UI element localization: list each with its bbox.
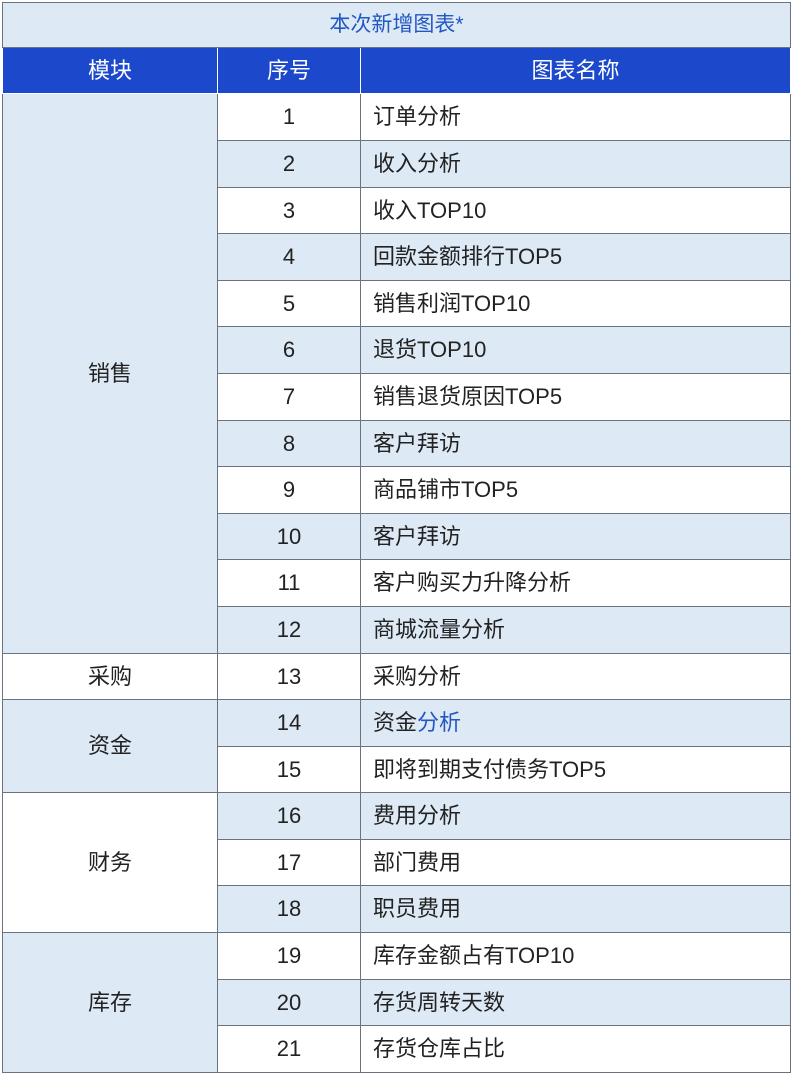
- table-row: 财务 16 费用分析: [3, 793, 791, 840]
- index-cell: 16: [218, 793, 361, 840]
- name-cell: 退货TOP10: [361, 327, 791, 374]
- table-title: 本次新增图表*: [3, 3, 791, 48]
- index-cell: 6: [218, 327, 361, 374]
- name-cell: 客户购买力升降分析: [361, 560, 791, 607]
- index-cell: 10: [218, 513, 361, 560]
- module-cell: 库存: [3, 933, 218, 1073]
- name-cell: 回款金额排行TOP5: [361, 234, 791, 281]
- name-cell: 商品铺市TOP5: [361, 467, 791, 514]
- index-cell: 19: [218, 933, 361, 980]
- module-cell: 销售: [3, 94, 218, 653]
- index-cell: 3: [218, 187, 361, 234]
- index-cell: 11: [218, 560, 361, 607]
- name-cell: 客户拜访: [361, 513, 791, 560]
- charts-table: 本次新增图表* 模块 序号 图表名称 销售 1 订单分析 2 收入分析 3 收入…: [2, 2, 791, 1073]
- index-cell: 17: [218, 839, 361, 886]
- name-cell: 采购分析: [361, 653, 791, 700]
- name-cell: 库存金额占有TOP10: [361, 933, 791, 980]
- name-cell: 客户拜访: [361, 420, 791, 467]
- name-cell: 职员费用: [361, 886, 791, 933]
- header-module: 模块: [3, 47, 218, 94]
- name-cell: 销售退货原因TOP5: [361, 373, 791, 420]
- header-index: 序号: [218, 47, 361, 94]
- name-cell: 存货仓库占比: [361, 1026, 791, 1073]
- name-cell: 销售利润TOP10: [361, 280, 791, 327]
- index-cell: 21: [218, 1026, 361, 1073]
- name-cell: 资金分析: [361, 700, 791, 747]
- index-cell: 7: [218, 373, 361, 420]
- index-cell: 12: [218, 606, 361, 653]
- index-cell: 13: [218, 653, 361, 700]
- index-cell: 9: [218, 467, 361, 514]
- index-cell: 5: [218, 280, 361, 327]
- index-cell: 20: [218, 979, 361, 1026]
- table-row: 采购 13 采购分析: [3, 653, 791, 700]
- name-cell: 收入TOP10: [361, 187, 791, 234]
- index-cell: 1: [218, 94, 361, 141]
- header-row: 模块 序号 图表名称: [3, 47, 791, 94]
- name-cell: 存货周转天数: [361, 979, 791, 1026]
- name-cell: 订单分析: [361, 94, 791, 141]
- name-cell: 部门费用: [361, 839, 791, 886]
- table-row: 库存 19 库存金额占有TOP10: [3, 933, 791, 980]
- name-cell: 费用分析: [361, 793, 791, 840]
- index-cell: 15: [218, 746, 361, 793]
- index-cell: 14: [218, 700, 361, 747]
- index-cell: 8: [218, 420, 361, 467]
- index-cell: 18: [218, 886, 361, 933]
- table-row: 销售 1 订单分析: [3, 94, 791, 141]
- table-body: 本次新增图表* 模块 序号 图表名称 销售 1 订单分析 2 收入分析 3 收入…: [3, 3, 791, 1073]
- module-cell: 采购: [3, 653, 218, 700]
- name-cell: 收入分析: [361, 140, 791, 187]
- header-name: 图表名称: [361, 47, 791, 94]
- module-cell: 资金: [3, 700, 218, 793]
- name-cell: 即将到期支付债务TOP5: [361, 746, 791, 793]
- name-link: 分析: [417, 710, 461, 735]
- table-row: 资金 14 资金分析: [3, 700, 791, 747]
- module-cell: 财务: [3, 793, 218, 933]
- name-cell: 商城流量分析: [361, 606, 791, 653]
- name-text: 资金: [373, 710, 417, 735]
- title-row: 本次新增图表*: [3, 3, 791, 48]
- index-cell: 2: [218, 140, 361, 187]
- index-cell: 4: [218, 234, 361, 281]
